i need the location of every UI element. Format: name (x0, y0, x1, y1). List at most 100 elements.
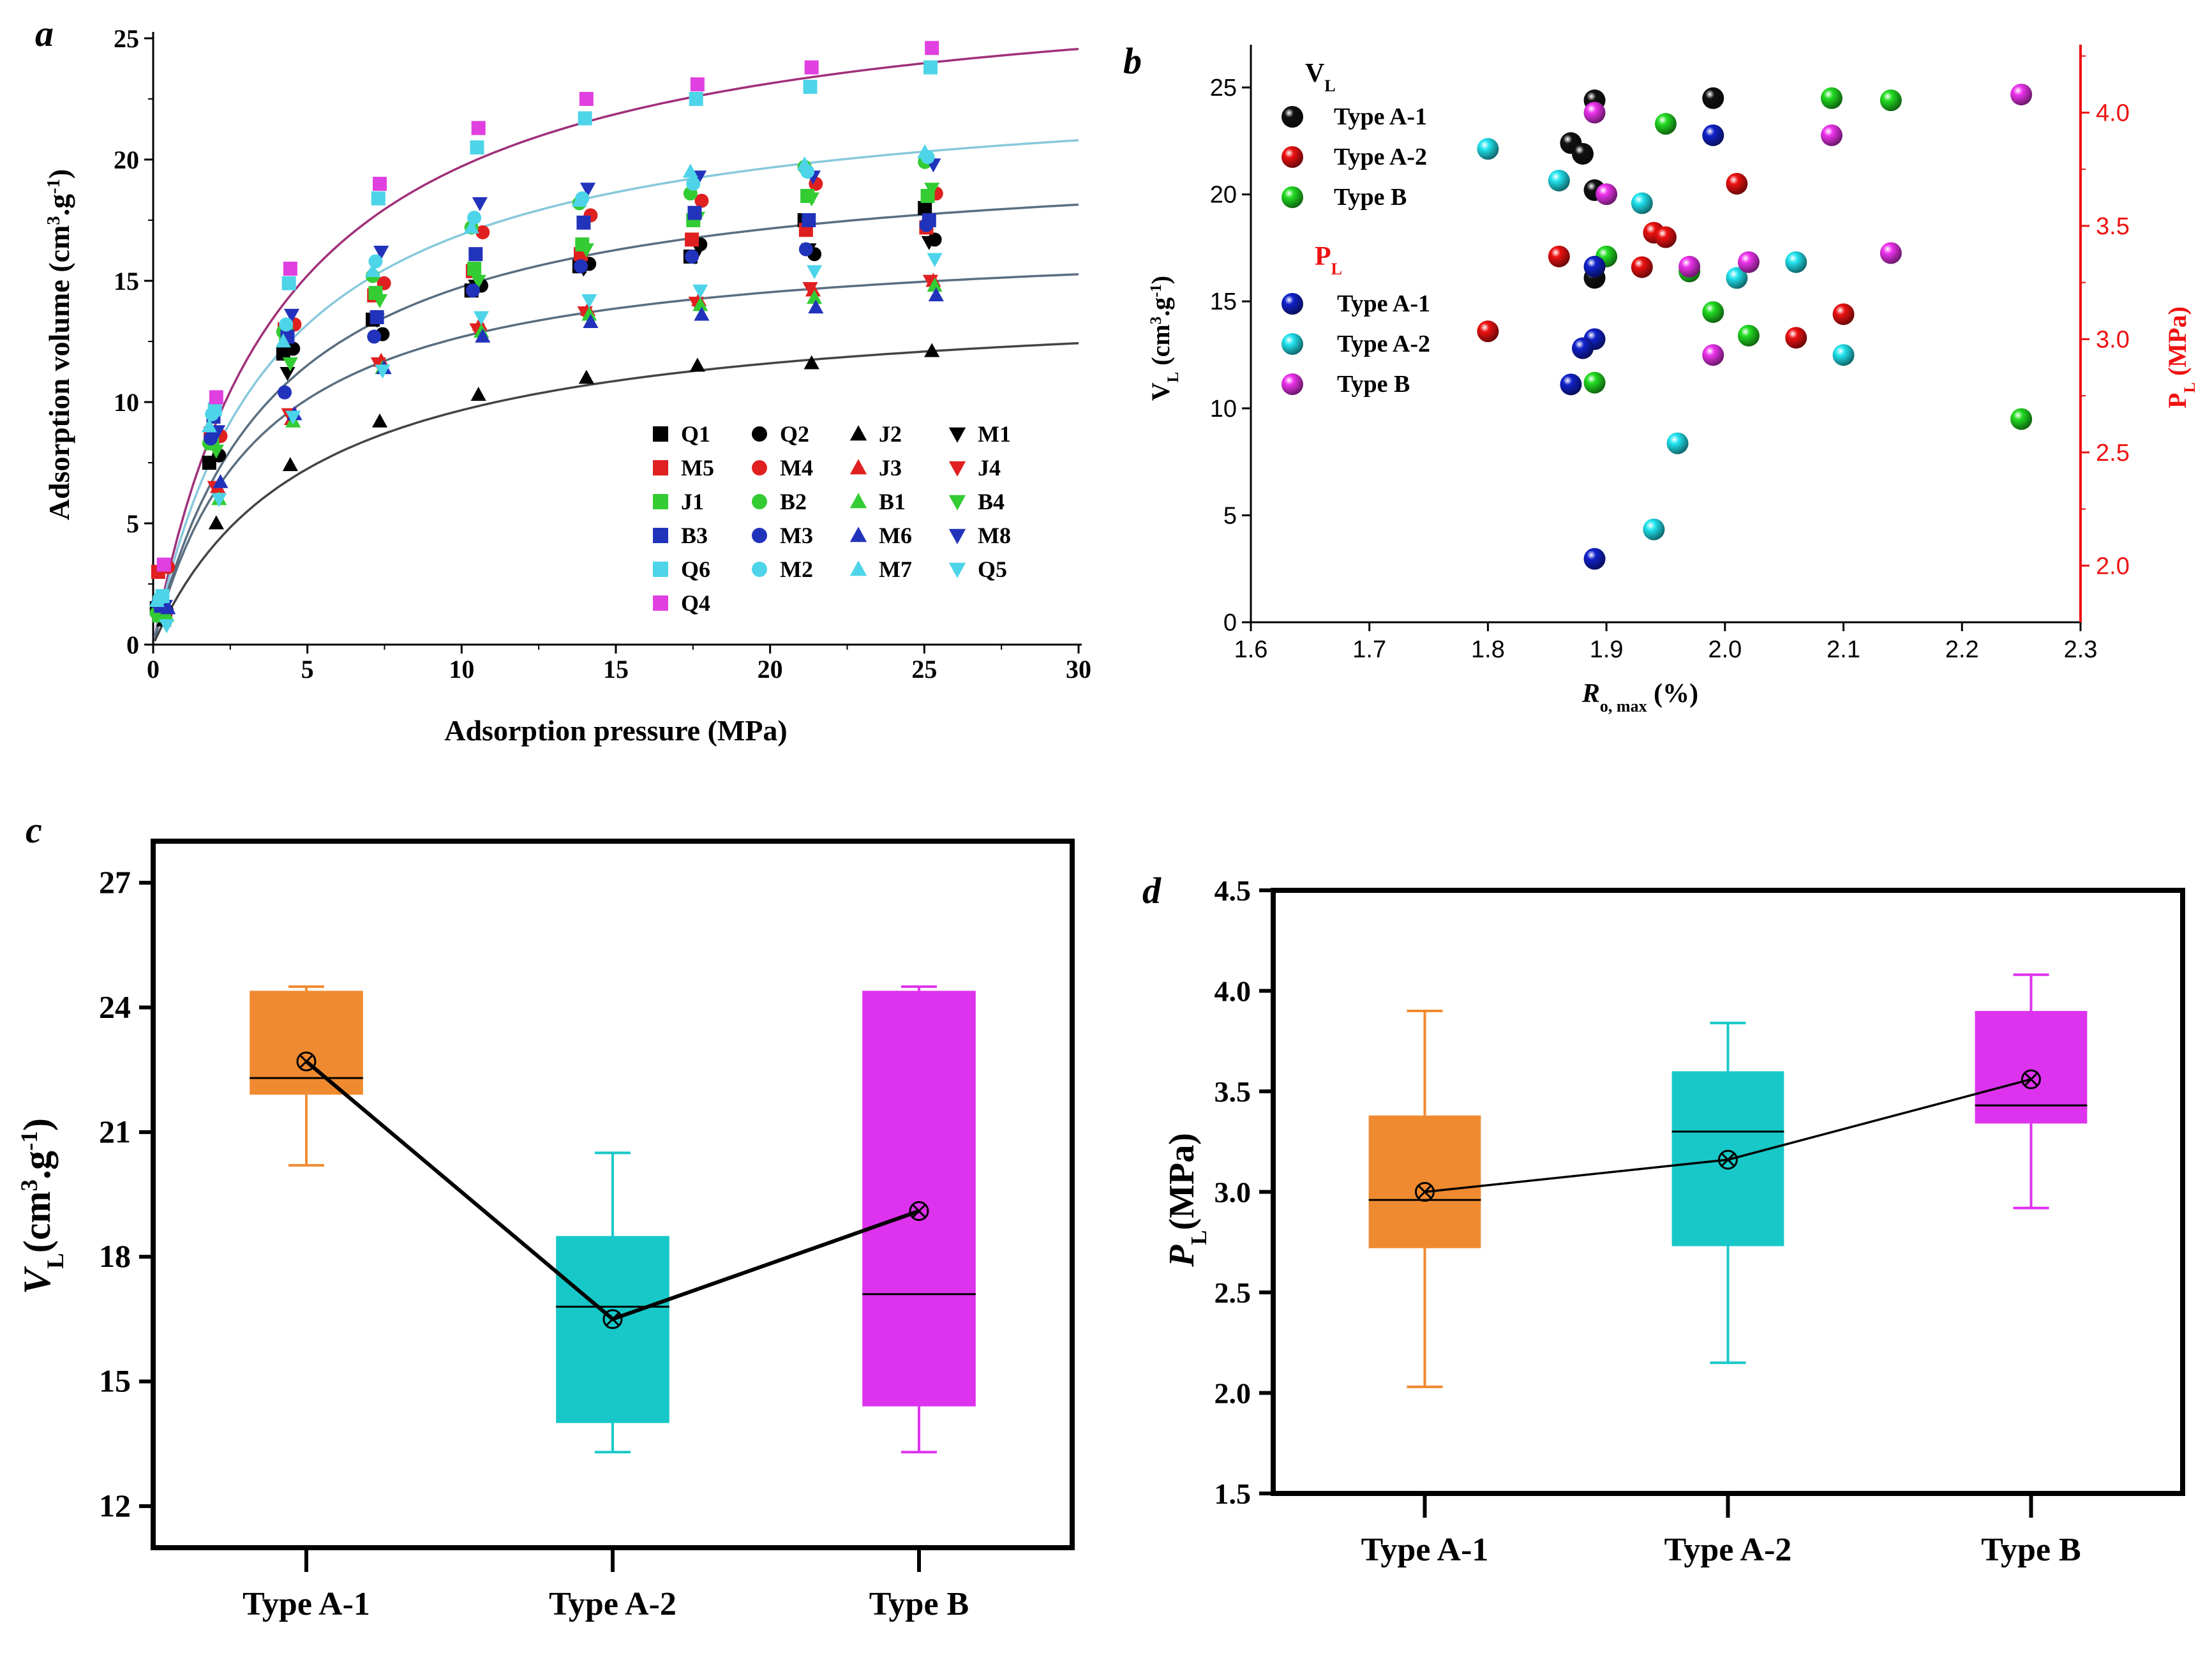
data-point-M5 (685, 232, 699, 247)
data-point-M7 (571, 192, 587, 207)
pl-point-Type A-1 (1583, 255, 1606, 278)
legend-label-Q2: Q2 (780, 421, 809, 447)
left-y-axis-label-part: 3 (1147, 317, 1165, 324)
panel-label-b: b (1123, 40, 1142, 82)
legend-label-M7: M7 (879, 557, 912, 582)
panel-label-d: d (1142, 870, 1162, 911)
data-point-Q1 (202, 456, 216, 470)
legend-marker-M7 (849, 560, 867, 576)
data-point-M3 (798, 242, 813, 257)
legend-label-M5: M5 (681, 455, 714, 481)
data-point-B4 (282, 357, 298, 371)
mean-marker-cross (912, 1204, 926, 1218)
data-point-J2 (282, 457, 298, 472)
pl-point-red-Type A-2 (1655, 226, 1677, 248)
legend-label-J2: J2 (879, 421, 902, 447)
legend-label-M3: M3 (780, 523, 813, 548)
vl-point-Type A-2 (1785, 327, 1807, 349)
legend-vl-title-part: V (1305, 59, 1324, 88)
data-point-Q6 (578, 111, 592, 126)
y-tick-label: 3.0 (1214, 1176, 1252, 1209)
pl-point-Type A-2 (1666, 432, 1689, 454)
pl-point-Type A-2 (1832, 344, 1855, 366)
data-point-M8 (283, 308, 300, 323)
pl-point-Type B (1583, 101, 1606, 124)
data-point-B3 (370, 310, 384, 324)
mean-marker-cross (1417, 1185, 1432, 1199)
data-point-M8 (579, 183, 596, 197)
x-tick-label: 10 (449, 655, 474, 684)
legend-label-B4: B4 (978, 489, 1005, 514)
vl-point-Type B (1821, 87, 1842, 109)
legend-label-M1: M1 (978, 421, 1011, 447)
x-tick-label: 2.0 (1708, 636, 1742, 663)
legend-label-Q1: Q1 (681, 421, 710, 447)
data-point-Q6 (689, 92, 703, 106)
panel-d-pl-boxplot: 1.5 2.0 2.5 3.0 3.5 4.0 4.5 Type A-1 Type A-2 Typ… (1162, 874, 2185, 1568)
data-point-J2 (689, 357, 705, 372)
data-point-B1 (692, 297, 708, 311)
vl-point-Type B (1702, 301, 1724, 323)
left-y-tick-label: 10 (1210, 396, 1237, 423)
legend-marker-Q2 (752, 426, 767, 442)
legend-label-J1: J1 (681, 489, 704, 514)
y-tick-label: 0 (126, 631, 139, 659)
x-axis-label-part: (%) (1647, 679, 1698, 708)
data-point-Q4 (804, 60, 819, 75)
data-point-M7 (149, 592, 165, 607)
y-axis-label: Adsorption volume (cm3.g-1) (43, 169, 75, 520)
vl-point-Type A-2 (1726, 172, 1748, 195)
pl-point-Type A-1 (1560, 373, 1582, 396)
legend-marker-B4 (948, 495, 966, 511)
x-tick-label: 2.1 (1827, 636, 1860, 663)
left-y-axis-label-part: -1 (1147, 284, 1165, 297)
data-point-M3 (367, 329, 382, 344)
x-axis-label-part: o, max (1600, 697, 1647, 715)
right-y-axis-label: PL (MPa) (2163, 306, 2199, 408)
legend-marker-Q5 (948, 562, 966, 578)
pl-point-Type B (1879, 242, 1902, 264)
right-y-tick-label: 4.0 (2096, 100, 2130, 126)
x-tick-label-Type A-1: Type A-1 (1361, 1532, 1489, 1568)
data-point-M3 (204, 431, 218, 445)
legend-vl-marker (1282, 186, 1303, 208)
pl-point-Type A-1 (1583, 548, 1606, 570)
y-axis-label-part: ) (43, 169, 75, 179)
pl-point-Type A-2 (1726, 267, 1748, 289)
data-point-Q5 (285, 410, 301, 425)
vl-point-Type A-2 (1548, 245, 1570, 267)
y-tick-label: 5 (126, 509, 139, 538)
data-point-B4 (470, 274, 486, 289)
legend-label-M4: M4 (780, 455, 813, 481)
legend-marker-M4 (752, 460, 767, 475)
legend-marker-M3 (752, 528, 767, 543)
right-y-tick-label: 3.5 (2096, 213, 2130, 240)
y-tick-label: 2.0 (1214, 1377, 1252, 1410)
left-y-tick-label: 20 (1210, 182, 1237, 209)
left-y-tick-label: 25 (1210, 75, 1237, 101)
data-point-M7 (917, 144, 933, 158)
langmuir-fit-curve (153, 138, 1079, 638)
data-point-J1 (467, 262, 482, 276)
y-axis-label: PL(MPa) (1162, 1133, 1211, 1268)
data-point-Q4 (579, 92, 594, 106)
y-tick-label: 20 (114, 146, 139, 174)
y-tick-label: 4.5 (1214, 874, 1252, 907)
legend-marker-M2 (752, 562, 767, 577)
right-y-axis-label-part: (MPa) (2163, 306, 2192, 382)
box-Type A-2 (556, 1236, 669, 1423)
x-tick-label: 1.7 (1352, 636, 1386, 663)
legend-pl-marker (1282, 293, 1303, 315)
data-point-B4 (208, 444, 224, 459)
legend-vl-marker (1282, 146, 1303, 168)
left-y-axis-label: VL (cm3.g-1) (1146, 276, 1182, 401)
y-axis-label-part: 3 (17, 1179, 43, 1192)
data-point-B4 (578, 243, 594, 258)
right-y-tick-label: 2.5 (2096, 440, 2130, 467)
left-y-tick-label: 5 (1223, 502, 1237, 529)
legend-pl-label: Type A-1 (1337, 290, 1430, 317)
x-tick-label: 1.9 (1590, 636, 1624, 663)
mean-marker (602, 1309, 623, 1329)
y-axis-label-part: .g (43, 194, 75, 216)
data-point-M3 (685, 250, 699, 264)
